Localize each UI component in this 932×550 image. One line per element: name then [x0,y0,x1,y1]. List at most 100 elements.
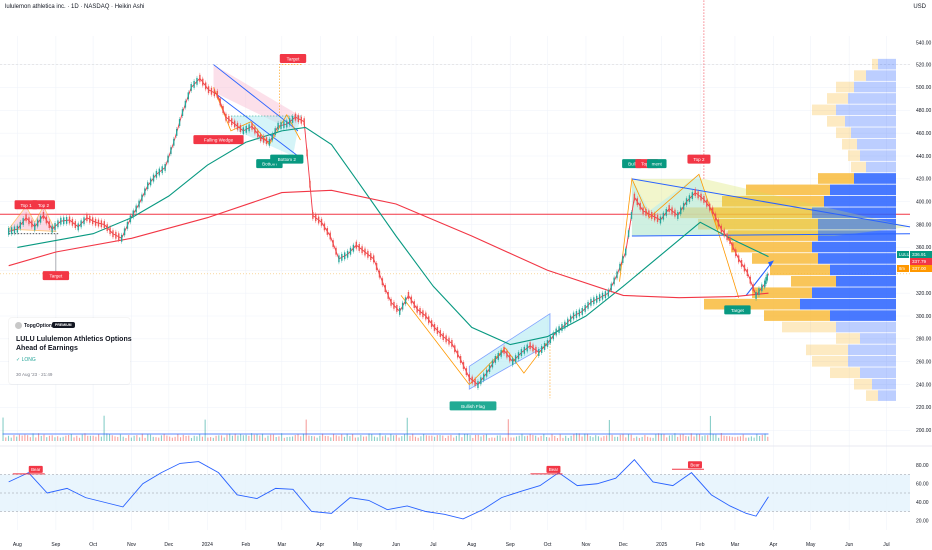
vp-bar-sell [854,173,896,184]
vp-bar-buy [827,116,845,127]
pattern-label: Bullish Flag [461,404,485,409]
volume-bar [677,436,679,441]
premium-badge: PREMIUM [52,322,75,328]
volume-bar [453,437,455,441]
candle-body [755,292,757,299]
candle-body [671,207,673,215]
candle-body [410,296,413,304]
pattern-label: ment [652,162,663,167]
volume-bar [319,435,321,441]
candle-body [97,219,100,227]
candle-body [239,125,242,132]
volume-bar [261,433,264,441]
volume-bar [619,434,621,441]
volume-bar [417,437,419,441]
vp-bar-sell [836,321,896,333]
candle-body [407,292,410,299]
volume-bar [679,434,681,441]
time-tick-label: 2024 [202,542,213,548]
idea-title[interactable]: LULU Lululemon Athletics Options Ahead o… [16,336,132,352]
volume-bar [384,435,386,441]
volume-bar [62,436,64,441]
candle-body [326,228,329,235]
pattern-label: Bottom 2 [278,157,297,162]
idea-card[interactable]: TopgOptions PREMIUM LULU Lululemon Athle… [9,318,132,384]
candle-body [396,304,398,312]
candle-body [257,130,259,138]
candle-body [503,346,505,354]
volume-bar [395,434,397,441]
candle-body [74,221,77,228]
vp-bar-buy [818,173,854,184]
vp-bar-buy [830,367,860,379]
volume-bar [674,433,676,441]
volume-bar [442,435,444,441]
price-badge-text: 336.91 [912,252,926,257]
price-tick-label: 360.00 [916,245,932,251]
volume-bar [180,437,182,441]
volume-bar [469,435,471,441]
candle-body [378,270,381,278]
price-tick-label: 320.00 [916,291,932,297]
volume-bar [606,435,608,441]
pattern-label-bg [31,200,55,210]
candle-body [627,230,630,238]
candle-body [86,214,88,222]
candle-body [176,128,178,136]
price-tick-label: 220.00 [916,405,932,411]
volume-bar [100,436,102,441]
candle-body [7,228,10,235]
candle-body [31,220,33,228]
volume-bar [513,437,515,441]
volume-bar [117,436,119,441]
candle-body [526,344,528,352]
volume-bar [343,436,345,441]
candle-body [25,214,27,222]
volume-bar [444,437,447,441]
candle-body [199,74,201,82]
vp-bar-sell [848,344,896,356]
candle-body [633,193,636,201]
time-tick-label: Mar [278,542,287,548]
volume-bar [311,435,313,441]
time-tick-label: Nov [127,542,136,548]
vp-bar-buy [842,138,857,150]
volume-bar [496,435,498,441]
candle-body [22,218,24,225]
candle-body [315,214,317,222]
volume-bar [750,436,752,441]
candle-body [112,230,114,238]
vp-bar-sell [845,116,896,127]
author-name[interactable]: TopgOptions [24,323,55,329]
time-tick-label: 2025 [656,542,667,548]
volume-bar [718,437,720,441]
candle-body [277,122,279,130]
price-tick-label: 440.00 [916,154,932,160]
volume-bar [174,436,176,441]
vp-bar-buy [854,70,866,81]
volume-bar [35,437,37,441]
candle-body [717,219,720,227]
volume-bar [603,436,605,441]
volume-bar [759,435,761,441]
volume-bar [193,435,195,441]
candle-body [651,212,653,219]
volume-bar [346,433,348,441]
volume-bar [89,435,91,441]
candle-body [384,285,386,292]
volume-bar [412,433,414,441]
rsi-line [8,459,769,520]
candle-body [456,350,459,358]
candle-body [42,212,45,219]
volume-bar [316,437,318,441]
price-badge-tag [897,265,909,272]
volume-bar [390,433,392,441]
triangle-upper [631,178,911,228]
volume-bar [51,435,53,441]
volume-bar [685,436,687,441]
candle-body [399,308,401,315]
price-badge-text: 337.00 [912,266,926,271]
candle-body [485,369,488,377]
price-tick-label: 200.00 [916,428,932,434]
